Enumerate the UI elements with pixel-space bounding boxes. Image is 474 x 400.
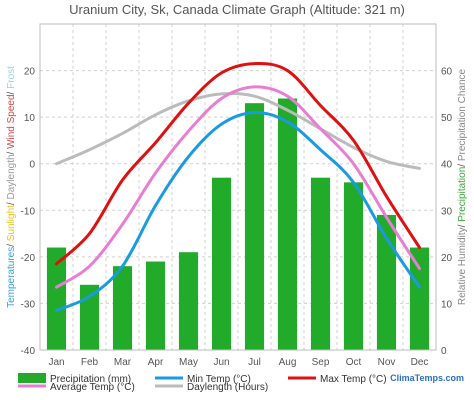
left-tick-label: -20: [21, 253, 36, 264]
axis-label-part: Sunlight: [6, 205, 17, 241]
left-tick-label: -30: [21, 299, 36, 310]
right-tick-label: 40: [441, 160, 453, 171]
legend-label-min-temp-c: Min Temp (°C): [187, 374, 251, 385]
x-tick-label-jul: Jul: [248, 357, 261, 368]
precip-bar-dec: [409, 247, 430, 350]
precip-bar-jan: [46, 247, 67, 350]
axis-label-part: Frost: [6, 66, 17, 89]
precip-bar-apr: [145, 261, 166, 350]
x-tick-label-feb: Feb: [81, 357, 99, 368]
axes: -40 -30 -20 -10 0 10 20 0 10 20 30 40 50 60 Jan Feb Mar A…: [21, 23, 453, 368]
legend-label-max-temp-c: Max Temp (°C): [320, 374, 387, 385]
axis-label-part: /: [6, 241, 17, 247]
left-tick-label: 10: [24, 113, 36, 124]
axis-label-part: /: [6, 149, 17, 155]
legend-label-precipitation-mm: Precipitation (mm): [50, 374, 131, 385]
axis-label-part: /: [6, 89, 17, 95]
left-tick-label: -40: [21, 346, 36, 357]
plot-frame: [39, 23, 437, 351]
brand-watermark: ClimaTemps.com: [390, 373, 464, 383]
axis-label-part: Precipitation: [457, 167, 468, 222]
legend-label-average-temp-c: Average Temp (°C): [50, 382, 135, 393]
left-tick-label: 20: [24, 67, 36, 78]
precip-bar-jul: [244, 103, 265, 351]
axis-label-part: Wind Speed: [6, 94, 17, 148]
precip-bar-sep: [310, 177, 331, 350]
right-tick-label: 20: [441, 253, 453, 264]
x-tick-label-jun: Jun: [213, 357, 229, 368]
right-axis-label: Relative Humidity/ Precipitation/ Precip…: [457, 68, 468, 305]
precip-bar-jun: [211, 177, 232, 350]
legend-label-daylength-hours: Daylength (Hours): [187, 382, 268, 393]
left-tick-label: 0: [29, 160, 35, 171]
x-tick-label-apr: Apr: [148, 357, 164, 368]
left-axis-label: Temperatures/ Sunlight/ Daylength/ Wind …: [6, 66, 17, 308]
series-line-daylength-hours: [55, 92, 421, 170]
x-tick-label-may: May: [179, 357, 198, 368]
series-line-average-temp-c: [55, 85, 421, 289]
precip-bar-feb: [79, 284, 100, 350]
precip-bar-aug: [277, 98, 298, 350]
legend-swatch-precipitation-mm: [18, 373, 46, 383]
axis-label-part: Temperatures: [6, 247, 17, 308]
x-tick-label-mar: Mar: [114, 357, 132, 368]
x-tick-label-oct: Oct: [346, 357, 362, 368]
axis-label-part: /: [6, 200, 17, 206]
precip-bar-mar: [112, 266, 133, 350]
axis-label-part: Precipitation Chance: [457, 68, 468, 161]
legend: Precipitation (mm) Min Temp (°C) Max Temp …: [18, 373, 387, 393]
axis-label-part: /: [457, 222, 468, 228]
precip-bar-nov: [376, 214, 397, 350]
chart-title: Uranium City, Sk, Canada Climate Graph (…: [69, 2, 405, 17]
right-tick-label: 60: [441, 67, 453, 78]
series-line-max-temp-c: [55, 61, 421, 266]
plot-area: [39, 24, 437, 351]
precip-bar-oct: [343, 182, 364, 350]
axis-label-part: Daylength: [6, 154, 17, 199]
x-tick-label-jan: Jan: [48, 357, 64, 368]
x-tick-label-dec: Dec: [411, 357, 429, 368]
series-line-min-temp-c: [55, 110, 421, 312]
axis-label-part: /: [457, 161, 468, 167]
x-tick-label-sep: Sep: [312, 357, 330, 368]
x-tick-label-nov: Nov: [378, 357, 396, 368]
axis-label-part: Relative Humidity: [457, 227, 468, 305]
left-tick-label: -10: [21, 206, 36, 217]
right-tick-label: 30: [441, 206, 453, 217]
right-tick-label: 10: [441, 299, 453, 310]
right-tick-label: 50: [441, 113, 453, 124]
precip-bar-may: [178, 252, 199, 350]
x-tick-label-aug: Aug: [279, 357, 297, 368]
right-tick-label: 0: [441, 346, 447, 357]
